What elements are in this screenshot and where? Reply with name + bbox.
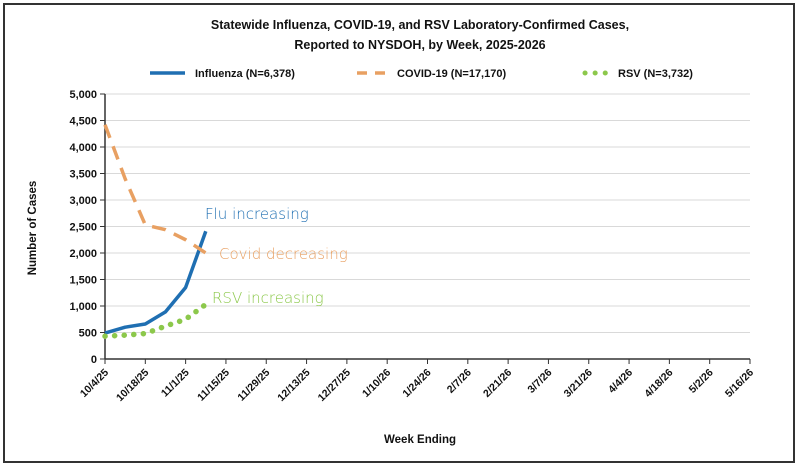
- annotation: Flu increasing: [205, 205, 309, 223]
- x-tick-label: 5/16/26: [723, 367, 756, 400]
- x-tick-label: 4/4/26: [606, 367, 635, 396]
- axes: 0 500 1,000 1,500 2,000 2,500 3,000 3,500 4,000 4…: [69, 89, 756, 404]
- y-tick-label: 1,500: [69, 275, 97, 287]
- x-tick-label: 5/2/26: [687, 367, 716, 396]
- x-tick-label: 10/4/25: [78, 367, 111, 400]
- annotations: Flu increasing Covid decreasing RSV increa…: [205, 205, 348, 307]
- x-tick-label: 11/1/25: [159, 367, 192, 400]
- x-axis-label: Week Ending: [384, 434, 456, 446]
- series-line-influenza: [104, 230, 208, 335]
- y-tick-label: 2,500: [69, 222, 97, 234]
- series-line-covid-19: [103, 124, 207, 255]
- y-tick-label: 5,000: [69, 89, 97, 101]
- x-tick-label: 11/29/25: [235, 367, 272, 404]
- y-tick-label: 500: [79, 328, 97, 340]
- series-lines: [102, 124, 209, 339]
- y-tick-label: 4,500: [69, 116, 97, 128]
- series-line-rsv: [102, 301, 209, 339]
- y-tick-label: 4,000: [69, 142, 97, 154]
- y-tick-label: 3,000: [69, 195, 97, 207]
- y-tick-label: 3,500: [69, 169, 97, 181]
- chart-title: Statewide Influenza, COVID-19, and RSV L…: [211, 18, 629, 32]
- x-tick-label: 2/7/26: [445, 367, 474, 396]
- y-axis-label: Number of Cases: [27, 181, 39, 276]
- x-tick-label: 11/15/25: [195, 367, 232, 404]
- y-tick-label: 2,000: [69, 248, 97, 260]
- annotation: Covid decreasing: [219, 245, 348, 263]
- x-tick-label: 4/18/26: [642, 367, 675, 400]
- chart-subtitle: Reported to NYSDOH, by Week, 2025-2026: [294, 38, 545, 52]
- legend-label: Influenza (N=6,378): [195, 68, 295, 80]
- x-tick-label: 12/13/25: [275, 367, 312, 404]
- legend: Influenza (N=6,378) COVID-19 (N=17,170) RS…: [150, 68, 693, 80]
- x-tick-label: 3/21/26: [562, 367, 595, 400]
- y-tick-label: 1,000: [69, 301, 97, 313]
- x-tick-label: 1/10/26: [360, 367, 393, 400]
- chart-frame: [3, 3, 795, 463]
- legend-label: COVID-19 (N=17,170): [397, 68, 506, 80]
- y-tick-label: 0: [91, 354, 97, 366]
- x-tick-label: 10/18/25: [114, 367, 151, 404]
- gridlines: [105, 93, 750, 333]
- legend-label: RSV (N=3,732): [618, 68, 693, 80]
- annotation: RSV increasing: [212, 289, 324, 307]
- x-tick-label: 2/21/26: [481, 367, 514, 400]
- x-tick-label: 12/27/25: [316, 367, 353, 404]
- x-tick-label: 1/24/26: [400, 367, 433, 400]
- x-tick-label: 3/7/26: [525, 367, 554, 396]
